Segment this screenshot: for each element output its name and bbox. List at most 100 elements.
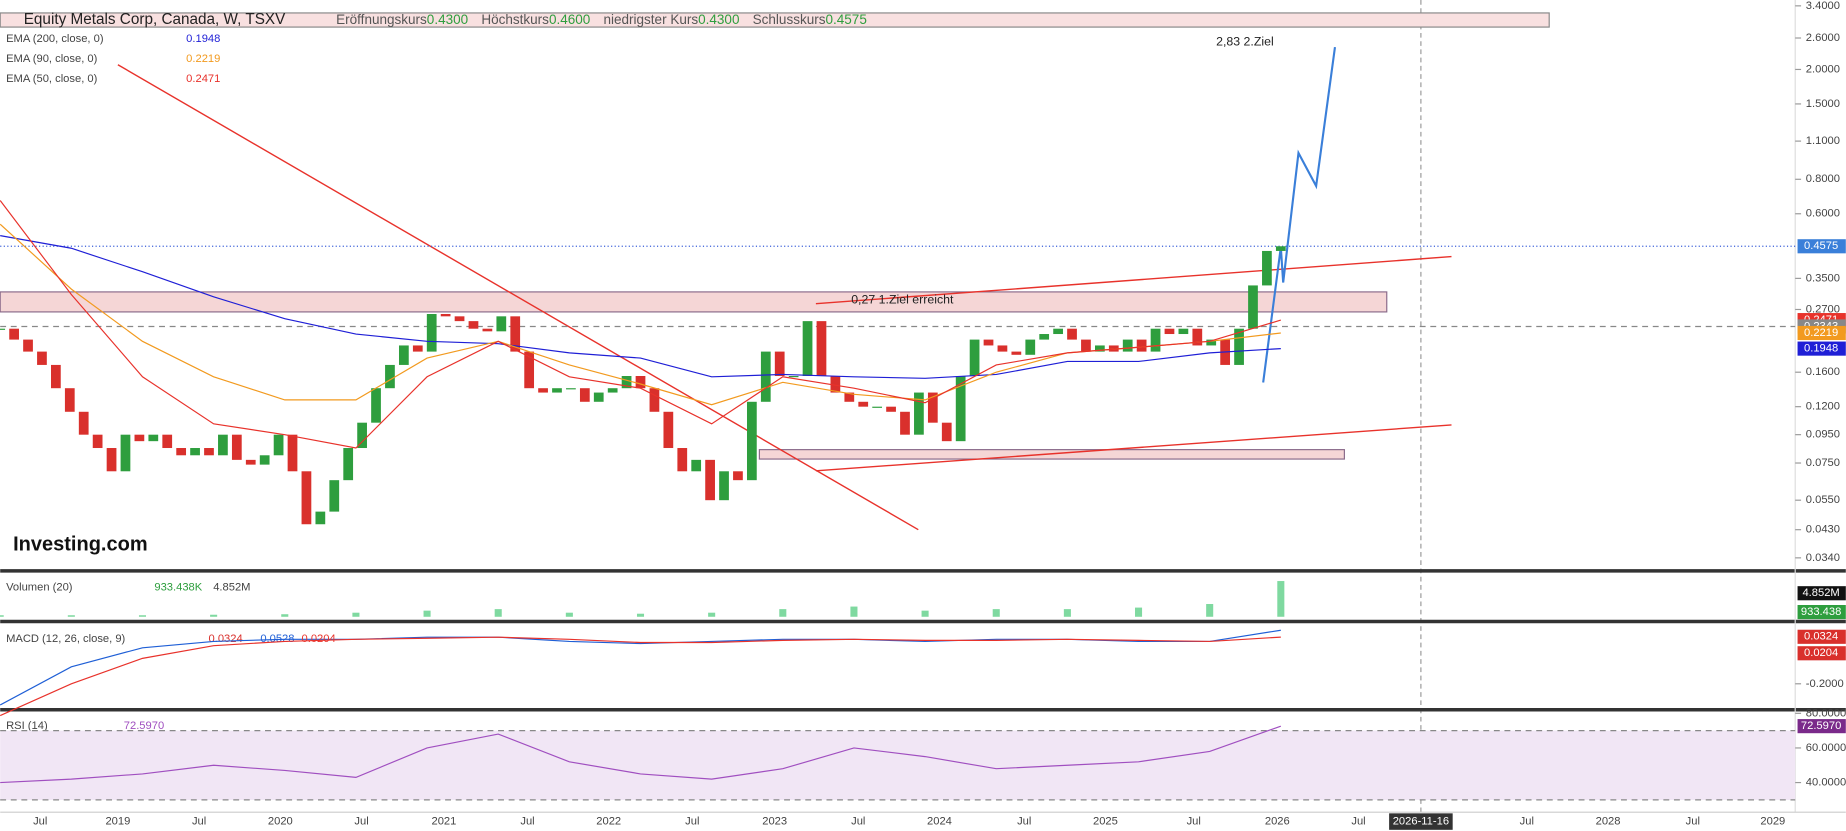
volume-bar bbox=[281, 614, 289, 617]
annotation-target-1: 0,27 1.Ziel erreicht bbox=[851, 292, 954, 306]
candle bbox=[677, 448, 688, 472]
ema-legend-name: EMA (200, close, 0) bbox=[6, 33, 104, 45]
candle bbox=[1053, 328, 1063, 335]
volume-value-2: 4.852M bbox=[213, 581, 250, 593]
y-tick-label: 0.0750 bbox=[1806, 457, 1840, 469]
candle bbox=[774, 351, 785, 377]
x-tick-label: Jul bbox=[354, 816, 368, 828]
candle bbox=[858, 401, 869, 407]
candle bbox=[315, 511, 326, 525]
volume-value-1: 933.438K bbox=[154, 581, 202, 593]
candle bbox=[719, 471, 729, 501]
candle bbox=[691, 459, 702, 472]
x-tick-label: Jul bbox=[685, 816, 699, 828]
candle bbox=[1275, 246, 1286, 251]
candle bbox=[398, 345, 409, 365]
open: 0.4300 bbox=[427, 12, 468, 27]
candle bbox=[37, 351, 47, 365]
volume-bar bbox=[708, 612, 716, 617]
high: 0.4600 bbox=[549, 12, 590, 27]
candle bbox=[218, 434, 228, 456]
y-tick-label: 0.0950 bbox=[1806, 429, 1840, 441]
candle bbox=[997, 345, 1008, 352]
candle bbox=[621, 376, 632, 389]
watermark: Investing.com bbox=[13, 533, 147, 555]
badge-last-price: 0.4575 bbox=[1804, 240, 1838, 252]
badge-ema-200: 0.1948 bbox=[1804, 343, 1838, 355]
trendline-down bbox=[117, 64, 919, 531]
candle bbox=[1178, 328, 1189, 335]
rsi-name: RSI (14) bbox=[6, 720, 48, 732]
ema-line bbox=[0, 235, 1281, 379]
y-tick-label: 0.8000 bbox=[1806, 173, 1840, 185]
volume-bar bbox=[1135, 607, 1143, 617]
rsi-band bbox=[0, 730, 1796, 800]
ema-legend-value: 0.1948 bbox=[186, 33, 220, 45]
macd-histogram: 0.0324 bbox=[209, 633, 243, 645]
candle bbox=[64, 388, 75, 412]
candle bbox=[482, 328, 493, 332]
ema-line bbox=[0, 200, 1281, 449]
x-tick-label: Jul bbox=[33, 816, 47, 828]
volume-bar bbox=[779, 609, 787, 617]
candle bbox=[50, 364, 61, 389]
candle bbox=[844, 392, 855, 402]
candle bbox=[760, 351, 771, 402]
candle bbox=[635, 376, 646, 389]
candle bbox=[92, 434, 103, 449]
candle bbox=[329, 480, 340, 512]
candle bbox=[120, 434, 131, 472]
badge-macd-signal-bg bbox=[1797, 646, 1846, 661]
candle bbox=[566, 388, 576, 390]
badge-ema-200-bg bbox=[1797, 341, 1846, 356]
candle bbox=[969, 339, 980, 377]
candle bbox=[1039, 334, 1050, 340]
badge-volume-2: 933.438 bbox=[1801, 606, 1841, 618]
x-tick-label: Jul bbox=[1187, 816, 1201, 828]
badge-rsi-bg bbox=[1797, 719, 1846, 734]
y-tick-label: 0.1600 bbox=[1806, 366, 1840, 378]
candle bbox=[510, 316, 521, 352]
candle bbox=[1206, 339, 1217, 346]
candle bbox=[134, 434, 145, 442]
candle bbox=[468, 321, 479, 329]
candle bbox=[1136, 339, 1147, 352]
badge-rsi: 72.5970 bbox=[1801, 720, 1841, 732]
y-tick-label: 1.1000 bbox=[1806, 135, 1840, 147]
y-tick-label: 0.0430 bbox=[1806, 524, 1840, 536]
x-tick-label: Jul bbox=[1017, 816, 1031, 828]
candle bbox=[914, 392, 924, 435]
candle bbox=[301, 471, 312, 525]
candle bbox=[78, 411, 89, 435]
volume-bar bbox=[352, 612, 360, 617]
candle bbox=[343, 448, 354, 481]
open-label: Eröffnungskurs bbox=[336, 12, 427, 27]
candle bbox=[1081, 339, 1091, 352]
macd-tick-label: -0.2000 bbox=[1806, 678, 1844, 690]
candle bbox=[9, 328, 19, 340]
candle bbox=[524, 351, 535, 389]
rsi-tick-label: 80.0000 bbox=[1806, 707, 1846, 719]
volume-bar bbox=[565, 612, 573, 617]
candle bbox=[1094, 345, 1105, 352]
volume-bar bbox=[921, 610, 929, 617]
badge-volume-1-bg bbox=[1797, 586, 1846, 601]
candle bbox=[148, 434, 159, 442]
candle bbox=[1164, 328, 1175, 335]
candle bbox=[454, 316, 465, 322]
close-label: Schlusskurs bbox=[753, 12, 826, 27]
candle bbox=[426, 314, 437, 352]
projection-path bbox=[1262, 46, 1337, 383]
x-tick-label: 2026 bbox=[1265, 816, 1290, 828]
badge-ema-90: 0.2219 bbox=[1804, 327, 1838, 339]
badge-macd-signal: 0.0204 bbox=[1804, 647, 1838, 659]
x-tick-label: 2024 bbox=[927, 816, 952, 828]
candle bbox=[496, 316, 507, 332]
candle bbox=[231, 434, 242, 460]
y-tick-label: 0.2700 bbox=[1806, 303, 1840, 315]
candle bbox=[412, 345, 423, 352]
candle bbox=[1067, 328, 1077, 340]
macd-name: MACD (12, 26, close, 9) bbox=[6, 633, 125, 645]
volume-bar bbox=[138, 615, 147, 617]
close: 0.4575 bbox=[826, 12, 867, 27]
